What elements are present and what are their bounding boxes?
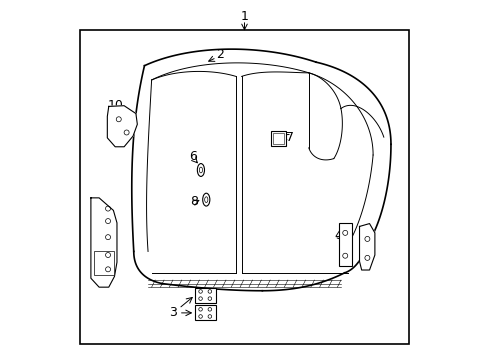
- Text: 7: 7: [285, 131, 294, 144]
- Bar: [194, 288, 215, 302]
- Text: 9: 9: [95, 210, 102, 223]
- Polygon shape: [359, 224, 374, 270]
- Ellipse shape: [199, 167, 202, 173]
- Bar: [273, 133, 284, 144]
- Bar: [271, 131, 285, 146]
- Ellipse shape: [203, 193, 209, 206]
- Text: 2: 2: [216, 49, 224, 62]
- Polygon shape: [107, 106, 137, 147]
- Bar: [94, 251, 114, 275]
- Text: 4: 4: [333, 229, 341, 242]
- Text: 10: 10: [107, 99, 123, 112]
- Text: 1: 1: [240, 10, 248, 23]
- Bar: [194, 305, 215, 320]
- Text: 5: 5: [358, 228, 366, 241]
- Polygon shape: [91, 198, 117, 287]
- Bar: [80, 30, 408, 344]
- Ellipse shape: [197, 163, 204, 176]
- Text: 6: 6: [188, 150, 196, 163]
- Bar: [338, 223, 351, 266]
- Text: 3: 3: [169, 306, 177, 319]
- Ellipse shape: [204, 197, 207, 203]
- Text: 8: 8: [189, 195, 197, 208]
